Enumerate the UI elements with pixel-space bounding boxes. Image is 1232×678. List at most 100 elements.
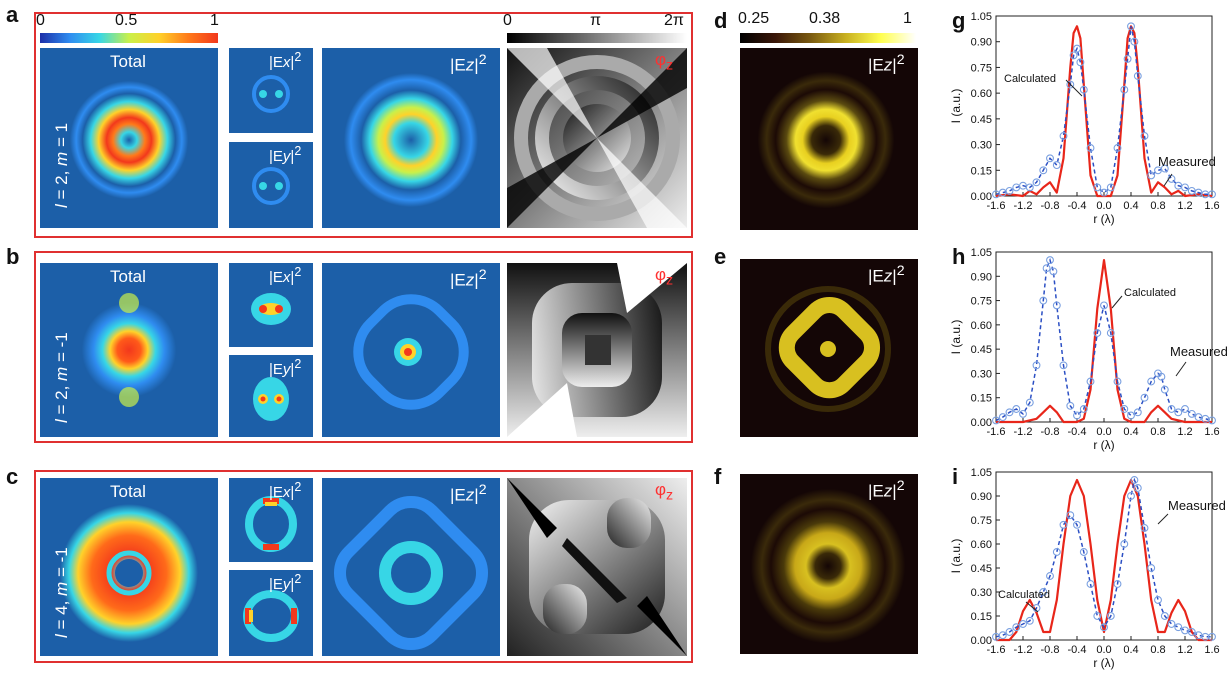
measured-point-g <box>1052 161 1061 170</box>
x-tick-label-h: -0.4 <box>1068 426 1087 438</box>
measured-point-g <box>1059 132 1068 140</box>
measured-map-f: |Ez|2 <box>740 474 918 654</box>
x-tick-label-i: 0.4 <box>1123 644 1138 656</box>
measured-point-i <box>998 631 1007 640</box>
y-tick-label-h: 0.15 <box>971 393 992 405</box>
x-tick-label-g: -0.4 <box>1068 200 1087 212</box>
y-axis-label-i: I (a.u.) <box>949 539 963 574</box>
row-b-ey-map: |Ey|2 <box>229 355 313 437</box>
measured-point-i <box>1039 588 1048 596</box>
measured-point-g <box>1130 37 1139 46</box>
measured-point-i <box>1005 628 1014 636</box>
x-tick-label-h: 0.8 <box>1150 426 1165 438</box>
y-tick-label-g: 0.45 <box>971 114 992 126</box>
x-axis-label-g: r (λ) <box>1093 212 1114 226</box>
measured-point-i <box>1167 620 1176 628</box>
measured-point-g <box>1133 72 1142 80</box>
y-tick-label-i: 0.60 <box>971 539 992 551</box>
y-tick-label-g: 0.90 <box>971 37 992 49</box>
row-a-ez-map: |Ez|2 <box>322 48 500 228</box>
intensity-colorbar <box>40 33 218 43</box>
y-tick-label-g: 0.15 <box>971 165 992 177</box>
measured-point-i <box>1093 612 1102 620</box>
y-tick-label-h: 0.30 <box>971 368 992 380</box>
measured-point-g <box>1093 183 1102 192</box>
annotation-g: Measured <box>1158 154 1216 169</box>
x-tick-label-g: -1.2 <box>1014 200 1033 212</box>
measured-point-g <box>1140 132 1149 140</box>
row-a-mode-label: l = 2, m = 1 <box>52 122 71 208</box>
row-c-total-map: Total l = 4, m = -1 <box>40 478 218 656</box>
annotation-arrow-i <box>1025 601 1039 613</box>
calculated-line-g <box>995 25 1213 198</box>
calculated-line-h <box>996 259 1212 424</box>
measured-point-i <box>1154 596 1162 604</box>
intensity-colorbar-max: 1 <box>210 12 219 29</box>
measured-map-e-label: |Ez|2 <box>868 263 905 286</box>
annotation-i: Calculated <box>998 589 1050 601</box>
measured-point-h <box>998 413 1007 422</box>
measured-point-i <box>1073 520 1081 529</box>
y-tick-label-h: 1.05 <box>971 247 992 259</box>
x-tick-label-h: -1.6 <box>987 426 1006 438</box>
x-tick-label-i: -1.6 <box>987 644 1006 656</box>
measured-point-h <box>1127 411 1135 420</box>
measured-point-i <box>1012 623 1021 632</box>
measured-point-h <box>1042 264 1051 273</box>
panel-letter-c: c <box>6 464 19 489</box>
measured-point-h <box>1133 408 1142 417</box>
row-b-mode-label: l = 2, m = -1 <box>52 332 71 423</box>
measured-point-i <box>1100 623 1108 632</box>
measured-point-g <box>1127 22 1135 31</box>
y-tick-label-i: 0.15 <box>971 611 992 623</box>
panel-letter-h: h <box>952 244 966 269</box>
x-tick-label-h: -0.8 <box>1041 426 1060 438</box>
measured-point-i <box>1120 540 1129 548</box>
y-tick-label-i: 0.00 <box>971 635 992 647</box>
measured-point-g <box>1079 85 1088 94</box>
x-tick-label-h: 1.2 <box>1177 426 1192 438</box>
row-a-total-map: Total l = 2, m = 1 <box>40 48 218 228</box>
measured-point-h <box>1187 409 1196 418</box>
measured-point-g <box>1160 164 1169 173</box>
measured-point-h <box>1039 296 1048 305</box>
line-chart-g: 0.00 0.15 0.30 0.45 0.60 0.75 0.90 1.05 -1.6 -1.2… <box>949 11 1220 226</box>
measured-map-e: |Ez|2 <box>740 259 918 437</box>
row-a-phase-label: φz <box>655 50 674 74</box>
measured-point-g <box>1106 183 1115 192</box>
measured-point-h <box>1147 377 1156 386</box>
row-b-phase-map: φz <box>507 263 687 437</box>
measured-point-i <box>1106 612 1115 620</box>
y-axis-label-g: I (a.u.) <box>949 89 963 124</box>
intensity-colorbar-mid: 0.5 <box>115 12 138 29</box>
measured-point-g <box>1005 186 1014 195</box>
row-c-ex-label: |Ex|2 <box>269 480 302 501</box>
annotation-h: Measured <box>1170 344 1228 359</box>
measured-point-h <box>1032 361 1041 370</box>
annotation-arrow-h <box>1175 361 1187 377</box>
x-tick-label-g: 1.6 <box>1204 200 1219 212</box>
y-tick-label-g: 1.05 <box>971 11 992 23</box>
measured-point-h <box>1174 408 1183 417</box>
measured-point-i <box>1066 511 1075 520</box>
y-tick-label-h: 0.00 <box>971 417 992 429</box>
x-tick-label-g: 1.2 <box>1177 200 1192 212</box>
measured-point-h <box>1025 398 1034 407</box>
row-b-total-map: Total l = 2, m = -1 <box>40 263 218 437</box>
measured-point-i <box>1140 524 1149 532</box>
measured-point-h <box>1012 405 1021 413</box>
y-tick-label-g: 0.75 <box>971 62 992 74</box>
row-a-ey-map: |Ey|2 <box>229 142 313 228</box>
row-b-frame <box>34 251 693 443</box>
x-tick-label-i: 0.0 <box>1096 644 1111 656</box>
measured-point-i <box>1160 612 1169 620</box>
row-c-mode-label: l = 4, m = -1 <box>52 547 71 638</box>
x-tick-label-i: 1.6 <box>1204 644 1219 656</box>
measured-point-g <box>1039 166 1048 175</box>
row-c-phase-label: φz <box>655 480 674 504</box>
measured-point-h <box>1106 329 1115 337</box>
y-tick-label-g: 0.30 <box>971 140 992 152</box>
measured-map-d-label: |Ez|2 <box>868 52 905 75</box>
row-c-ex-map: |Ex|2 <box>229 478 313 562</box>
measured-point-g <box>1208 190 1216 199</box>
